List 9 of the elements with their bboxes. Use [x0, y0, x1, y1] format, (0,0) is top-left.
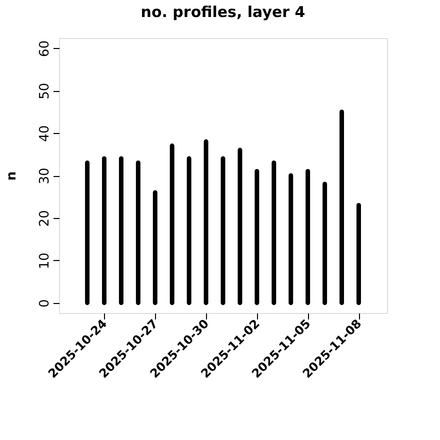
y-tick-label: 50: [38, 82, 52, 100]
y-tick-label: 60: [38, 40, 52, 57]
y-tick-label: 10: [38, 252, 52, 270]
y-axis-title: n: [4, 171, 20, 181]
y-tick-label: 30: [38, 168, 52, 184]
y-tick-label: 40: [38, 125, 52, 142]
y-tick-label: 0: [38, 299, 52, 308]
y-tick-label: 20: [38, 210, 52, 227]
chart-title: no. profiles, layer 4: [140, 3, 306, 21]
